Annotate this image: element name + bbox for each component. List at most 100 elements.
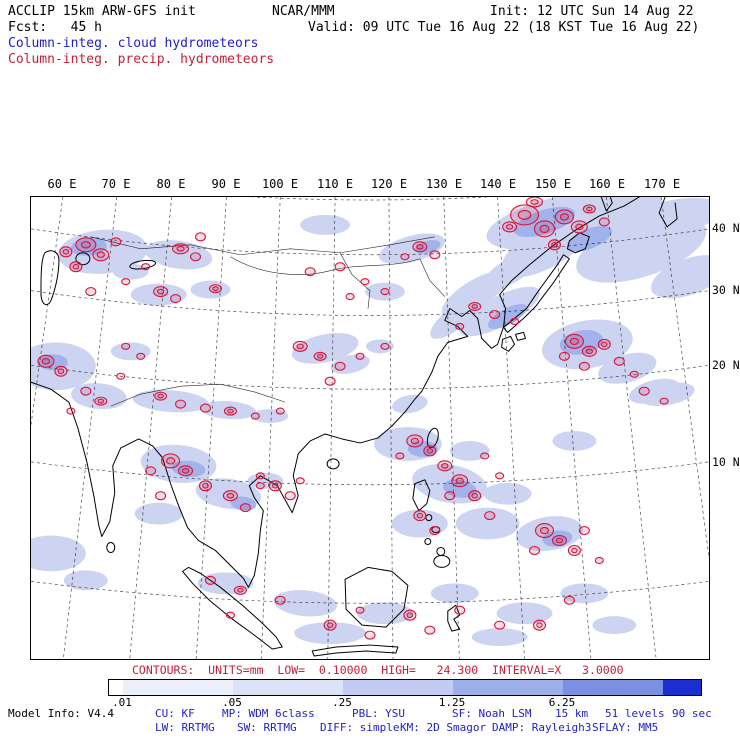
precip-contour-inner bbox=[426, 448, 434, 454]
colorbar-label: 6.25 bbox=[548, 696, 576, 709]
meridian-line bbox=[443, 197, 460, 659]
precip-contour bbox=[189, 252, 202, 262]
cloud-blob bbox=[634, 197, 709, 232]
political-border bbox=[230, 256, 420, 275]
precip-contour bbox=[495, 472, 505, 480]
precip-contour bbox=[468, 301, 482, 312]
config-item: 90 sec bbox=[672, 707, 712, 720]
precip-contour bbox=[395, 452, 405, 460]
precip-contour bbox=[554, 209, 574, 225]
precip-contour bbox=[629, 370, 639, 378]
precip-contour bbox=[424, 625, 436, 635]
cloud-blob bbox=[273, 590, 337, 617]
colorbar-segment bbox=[343, 680, 453, 695]
parallel-line bbox=[31, 461, 709, 486]
cloud-blob bbox=[560, 583, 609, 604]
config-item: PBL: YSU bbox=[352, 707, 405, 720]
colorbar-segment bbox=[663, 680, 701, 695]
config-item: LW: RRTMG bbox=[155, 721, 215, 734]
precip-contour bbox=[480, 452, 490, 460]
precip-contour-inner bbox=[551, 242, 558, 248]
colorbar-label: .25 bbox=[332, 696, 352, 709]
coastline bbox=[182, 566, 283, 650]
lon-label: 60 E bbox=[47, 177, 77, 191]
precip-contour-inner bbox=[212, 286, 219, 291]
precip-contour bbox=[59, 246, 73, 258]
precip-contour bbox=[121, 342, 131, 350]
precip-contour bbox=[92, 248, 110, 262]
coastline-layer bbox=[31, 197, 678, 657]
precip-contour bbox=[502, 221, 518, 233]
cloud-blob bbox=[415, 240, 441, 254]
precip-contour bbox=[54, 365, 68, 377]
colorbar bbox=[108, 679, 702, 696]
precip-contour bbox=[250, 412, 260, 420]
precip-contour bbox=[233, 585, 247, 595]
precip-contour bbox=[199, 403, 212, 413]
cloud-blob bbox=[31, 535, 86, 572]
political-border bbox=[90, 236, 435, 256]
precip-contour bbox=[413, 510, 427, 522]
precip-contour-inner bbox=[176, 245, 185, 252]
precip-contour-inner bbox=[296, 343, 304, 350]
lon-label: 110 E bbox=[316, 177, 354, 191]
parallel-line bbox=[31, 290, 709, 316]
precip-contour bbox=[175, 399, 187, 409]
config-item: DAMP: Rayleigh3 bbox=[492, 721, 592, 734]
precip-contour bbox=[268, 480, 282, 492]
precip-contour bbox=[659, 397, 669, 405]
cloud-blob bbox=[70, 383, 127, 410]
lon-label: 170 E bbox=[643, 177, 681, 191]
config-item: KM: 2D Smagor bbox=[400, 721, 487, 734]
precip-contour bbox=[136, 352, 146, 360]
precip-contour bbox=[116, 372, 126, 380]
config-item: Model Info: V4.4 bbox=[8, 707, 114, 720]
cloud-shading-layer bbox=[31, 197, 709, 647]
cloud-blob bbox=[559, 330, 604, 355]
lon-label: 150 E bbox=[534, 177, 572, 191]
precip-contour-inner bbox=[80, 241, 91, 249]
precip-contour bbox=[172, 243, 190, 255]
colorbar-label: .05 bbox=[222, 696, 242, 709]
political-border bbox=[110, 383, 286, 407]
model-config-row-1: Model Info: V4.4 CU: KF MP: WDM 6class PBL:… bbox=[0, 707, 740, 720]
precip-contour bbox=[313, 351, 327, 361]
precip-contour bbox=[222, 490, 238, 502]
precip-contour bbox=[547, 239, 561, 251]
precip-contour-inner bbox=[41, 358, 51, 365]
cloud-blob bbox=[190, 280, 231, 299]
precip-contour bbox=[437, 460, 453, 472]
coastline bbox=[40, 250, 60, 306]
precip-contour-layer bbox=[37, 197, 669, 640]
precip-contour-inner bbox=[559, 213, 570, 221]
cloud-blob bbox=[513, 206, 576, 237]
model-title: ACCLIP 15km ARW-GFS init bbox=[8, 4, 196, 19]
lon-label: 160 E bbox=[588, 177, 626, 191]
map-canvas bbox=[31, 197, 709, 659]
colorbar-segment bbox=[563, 680, 663, 695]
island-outline bbox=[426, 427, 439, 449]
precip-contour bbox=[380, 342, 390, 350]
coastline bbox=[515, 331, 527, 341]
cloud-blob bbox=[598, 352, 657, 384]
latitude-axis: 40 N 30 N 20 N 10 N bbox=[712, 0, 740, 740]
precip-contour-inner bbox=[410, 437, 420, 445]
precip-contour-inner bbox=[227, 408, 234, 414]
lat-label: 10 N bbox=[712, 455, 740, 469]
precip-contour-inner bbox=[96, 251, 105, 258]
precip-contour bbox=[412, 241, 428, 253]
precip-contour bbox=[255, 472, 265, 480]
precip-contour-inner bbox=[539, 526, 550, 535]
precip-contour bbox=[304, 267, 316, 277]
cloud-blob bbox=[357, 602, 413, 625]
lat-label: 20 N bbox=[712, 358, 740, 372]
precip-field-label: Column-integ. precip. hydrometeors bbox=[8, 52, 275, 67]
cloud-blob bbox=[430, 583, 479, 604]
precip-contour-inner bbox=[57, 368, 65, 375]
coastline bbox=[344, 566, 409, 628]
map-frame bbox=[30, 196, 710, 660]
precip-contour bbox=[468, 490, 482, 502]
precip-contour bbox=[582, 204, 596, 214]
contour-info: CONTOURS: UNITS=mm LOW= 0.10000 HIGH= 24… bbox=[132, 663, 624, 677]
